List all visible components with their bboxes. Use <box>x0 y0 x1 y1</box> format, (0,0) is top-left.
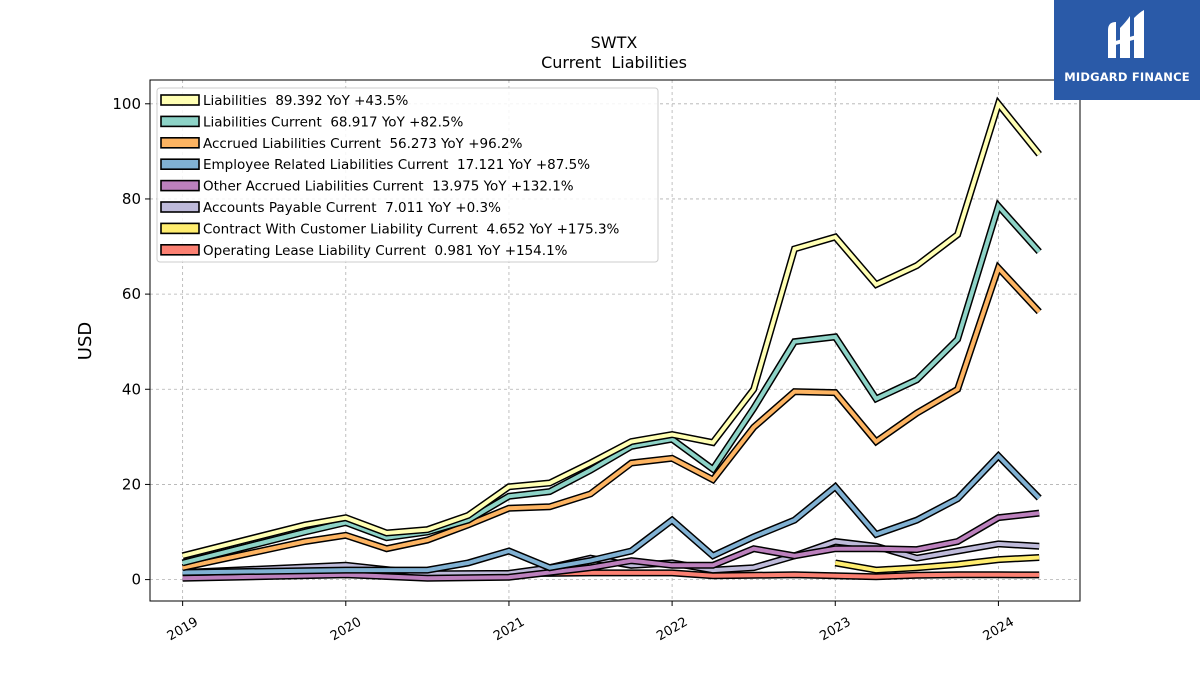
series-line <box>182 453 1041 575</box>
legend-label: Liabilities Current 68.917 YoY +82.5% <box>203 114 463 130</box>
legend-swatch <box>160 201 200 213</box>
y-tick-label: 80 <box>122 190 141 208</box>
series-line <box>182 99 1041 558</box>
legend-item: Accrued Liabilities Current 56.273 YoY +… <box>160 136 523 152</box>
x-tick-label: 2022 <box>654 615 690 645</box>
series-line <box>182 202 1041 565</box>
midgard-logo-icon <box>1108 10 1144 58</box>
legend-item: Contract With Customer Liability Current… <box>160 221 620 237</box>
y-tick-label: 20 <box>122 475 141 493</box>
legend-label: Accrued Liabilities Current 56.273 YoY +… <box>203 136 523 152</box>
series-line <box>182 511 1040 581</box>
legend-label: Accounts Payable Current 7.011 YoY +0.3% <box>203 200 501 216</box>
legend-item: Liabilities 89.392 YoY +43.5% <box>160 93 408 109</box>
y-tick-label: 40 <box>122 380 141 398</box>
y-tick-label: 100 <box>112 95 141 113</box>
legend-label: Liabilities 89.392 YoY +43.5% <box>203 93 408 109</box>
legend-swatch <box>160 137 200 149</box>
legend-label: Operating Lease Liability Current 0.981 … <box>203 243 568 259</box>
y-axis: 0 20 40 60 80 100 <box>112 95 150 589</box>
series-1 <box>181 199 1042 567</box>
x-axis: 2019 2020 2021 2022 2023 2024 <box>165 601 1017 644</box>
x-tick-label: 2021 <box>491 615 527 645</box>
legend-swatch <box>160 244 200 256</box>
x-tick-label: 2024 <box>981 615 1017 645</box>
legend-swatch <box>160 179 200 192</box>
legend-swatch <box>160 94 200 106</box>
x-tick-label: 2019 <box>165 615 201 645</box>
y-tick-label: 0 <box>131 571 141 589</box>
legend-swatch <box>160 158 200 170</box>
x-tick-label: 2020 <box>328 615 364 645</box>
legend-item: Operating Lease Liability Current 0.981 … <box>160 243 568 259</box>
legend-item: Employee Related Liabilities Current 17.… <box>160 157 590 173</box>
legend-box <box>156 87 659 263</box>
legend-item: Liabilities Current 68.917 YoY +82.5% <box>160 114 463 130</box>
legend-item: Other Accrued Liabilities Current 13.975… <box>160 179 574 195</box>
series-4 <box>182 509 1040 582</box>
legend-swatch <box>160 115 200 128</box>
series-line <box>834 555 1040 573</box>
chart-title: SWTX <box>591 33 638 52</box>
brand-logo: MIDGARD FINANCE <box>1054 0 1200 100</box>
series-line <box>182 264 1041 570</box>
plot-frame <box>149 79 1081 602</box>
series-line <box>182 539 1040 576</box>
series-3 <box>182 450 1042 576</box>
legend: Liabilities 89.392 YoY +43.5% Liabilities… <box>156 87 659 263</box>
legend-label: Other Accrued Liabilities Current 13.975… <box>203 179 574 195</box>
legend-item: Accounts Payable Current 7.011 YoY +0.3% <box>160 200 501 216</box>
series-6 <box>834 554 1040 574</box>
y-axis-label: USD <box>75 322 96 360</box>
chart-subtitle: Current Liabilities <box>541 53 687 72</box>
y-tick-label: 60 <box>122 285 141 303</box>
series-7 <box>508 569 1040 581</box>
legend-label: Employee Related Liabilities Current 17.… <box>203 157 590 173</box>
legend-label: Contract With Customer Liability Current… <box>203 221 620 237</box>
series-layer <box>181 96 1042 582</box>
legend-swatch <box>160 222 200 235</box>
brand-name: MIDGARD FINANCE <box>1064 70 1190 84</box>
series-line <box>508 570 1040 579</box>
series-0 <box>181 96 1042 560</box>
x-tick-label: 2023 <box>817 615 853 645</box>
series-2 <box>181 261 1042 572</box>
series-5 <box>182 537 1040 578</box>
